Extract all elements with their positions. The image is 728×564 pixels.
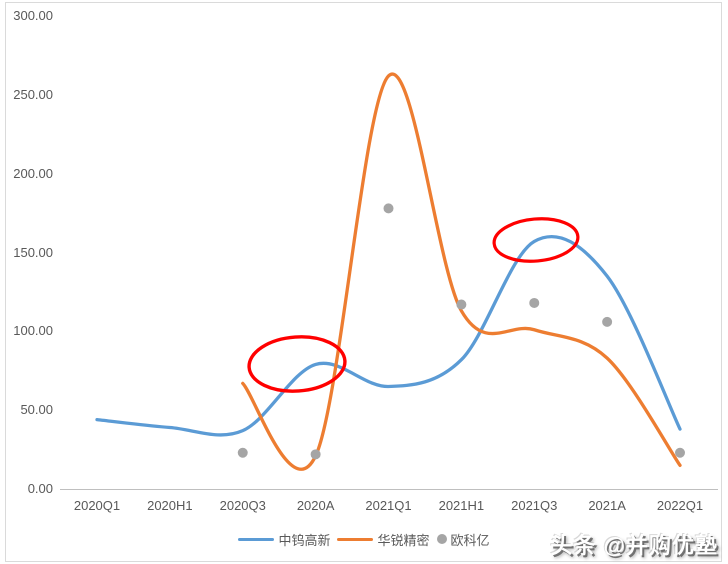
legend-item-zhongwu: 中钨高新 [238,530,330,549]
x-tick-label: 2021H1 [438,498,485,513]
scatter-dot [383,203,394,214]
scatter-dot [237,447,248,458]
legend-label: 中钨高新 [278,532,331,548]
legend-item-huarui: 华锐精密 [337,530,430,549]
x-tick-label: 2021A [588,498,626,513]
watermark: 头条 @并购优塾 [550,533,718,558]
legend-label: 华锐精密 [377,532,430,548]
series-line-1 [241,72,682,471]
x-tick-label: 2020Q3 [219,498,266,513]
y-tick-label: 200.00 [13,165,53,181]
x-tick-label: 2020Q1 [73,498,121,513]
scatter-dot [675,447,685,458]
y-tick-label: 0.00 [27,481,53,496]
y-tick-label: 50.00 [20,402,53,418]
legend-line-swatch-blue [238,537,275,541]
scatter-dot [456,299,467,310]
x-tick-label: 2021Q1 [365,498,412,513]
y-tick-label: 100.00 [13,323,53,339]
x-tick-label: 2022Q1 [656,498,704,513]
x-tick-label: 2021Q3 [511,498,558,513]
scatter-dot [529,297,540,308]
legend-item-oukeyi: 欧科亿 [436,530,490,549]
x-tick-label: 2020A [296,498,335,513]
y-tick-label: 300.00 [13,8,53,23]
legend: 中钨高新 华锐精密 欧科亿 [0,529,728,549]
legend-label: 欧科亿 [450,532,490,548]
scatter-dot [310,449,321,460]
x-tick-label: 2020H1 [147,498,193,513]
legend-line-swatch-orange [337,537,374,541]
annotation-ellipse [492,217,580,263]
y-tick-label: 150.00 [13,244,53,260]
scatter-dot [602,316,613,327]
series-line-0 [95,235,682,437]
annotation-ellipse [247,335,347,393]
legend-dot-swatch-gray [436,534,447,544]
y-tick-label: 250.00 [13,86,53,102]
